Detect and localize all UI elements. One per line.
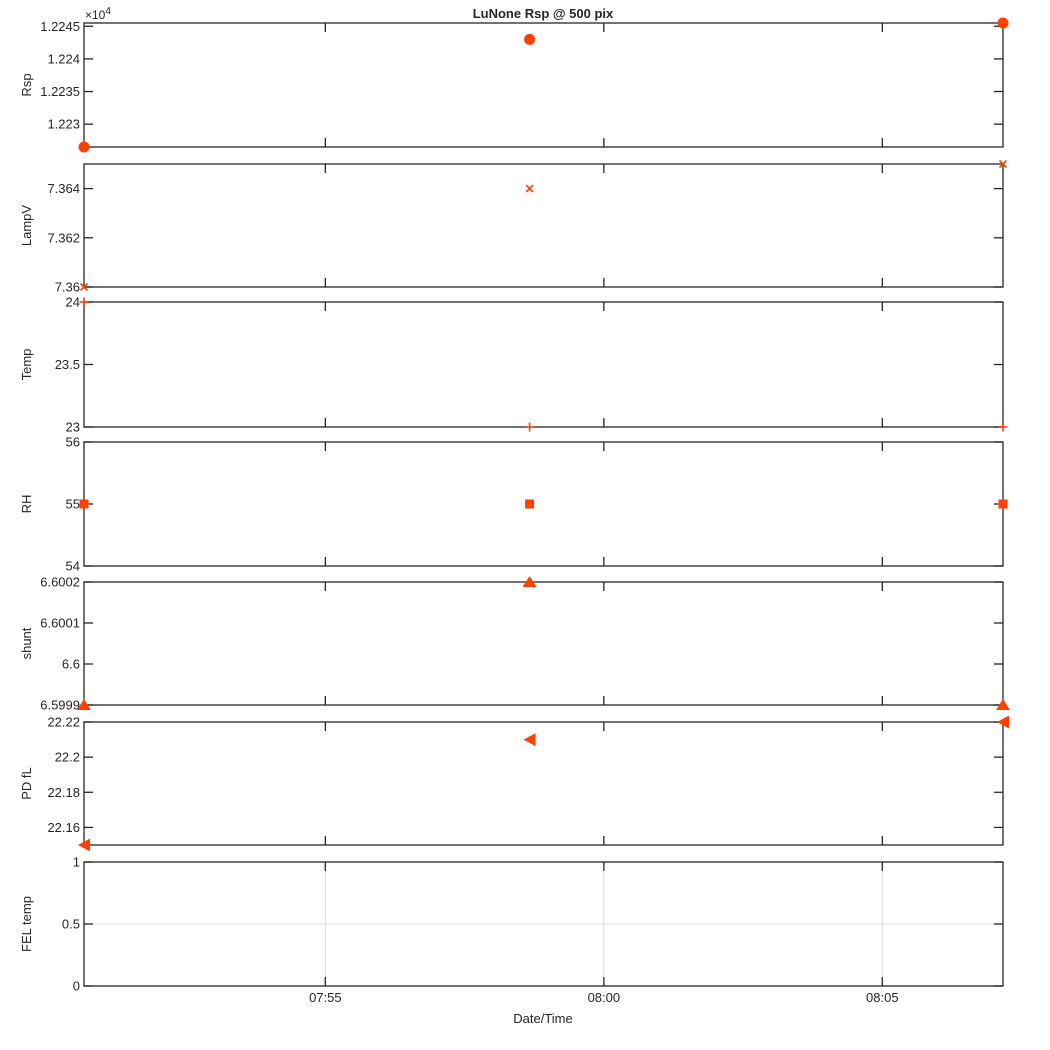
y-tick-label: 1.2245	[40, 19, 80, 34]
axes-box	[83, 163, 1004, 288]
y-axis-label: Temp	[19, 349, 34, 381]
axes-box	[83, 721, 1004, 846]
y-tick-label: 0	[73, 979, 80, 994]
y-tick-label: 22.18	[47, 785, 80, 800]
data-point-3	[997, 715, 1009, 729]
y-axis-label: shunt	[19, 627, 34, 659]
y-tick-label: 1.223	[47, 117, 80, 132]
y-exponent-base: ×10	[85, 8, 106, 22]
data-point-1	[78, 141, 90, 153]
data-point-1	[77, 699, 91, 710]
data-point-1	[79, 499, 89, 509]
y-tick-label: 22.22	[47, 715, 80, 730]
x-tick-label: 07:55	[309, 990, 342, 1005]
y-axis-label: Rsp	[19, 73, 34, 96]
y-tick-label: 56	[66, 435, 80, 450]
y-axis-label: LampV	[19, 205, 34, 247]
data-point-3	[998, 422, 1008, 432]
y-tick-label: 54	[66, 559, 80, 574]
axes-box	[83, 301, 1004, 428]
data-point-2	[525, 184, 534, 193]
subplot-6: 22.16 22.18 22.2 22.22 PD fL	[19, 715, 1009, 852]
subplot-7: 0 0.5 1 FEL temp 07:55 08:00 08:05	[19, 855, 1004, 1005]
x-tick-label: 08:00	[588, 990, 621, 1005]
data-point-3	[996, 699, 1010, 710]
data-point-3	[998, 499, 1008, 509]
data-point-3	[997, 17, 1009, 29]
y-tick-label: 23.5	[55, 357, 80, 372]
y-exponent-label: ×104	[85, 6, 111, 22]
data-point-1	[79, 282, 89, 292]
axes-box	[83, 441, 1004, 567]
data-point-3	[998, 159, 1008, 169]
axes-box	[83, 22, 1004, 148]
axes-box	[83, 581, 1004, 706]
data-point-2	[523, 733, 536, 747]
y-tick-label: 6.5999	[40, 698, 80, 713]
y-tick-label: 1.224	[47, 51, 80, 66]
subplots: 1.2231.22351.2241.2245Rsp×1047.367.3627.…	[19, 6, 1010, 1005]
subplot-4: 54 55 56 RH	[19, 435, 1008, 574]
data-point-1	[79, 297, 89, 307]
subplot-2: 7.36 7.362 7.364 LampV	[19, 159, 1008, 295]
y-tick-label: 7.364	[47, 181, 80, 196]
y-tick-label: 7.36	[55, 280, 80, 295]
data-point-2	[524, 33, 536, 45]
x-tick-label: 08:05	[866, 990, 899, 1005]
y-tick-label: 6.6002	[40, 575, 80, 590]
figure-title: LuNone Rsp @ 500 pix	[473, 6, 614, 21]
data-point-2	[522, 576, 537, 587]
subplot-3: 23 23.5 24 Temp	[19, 295, 1008, 435]
y-tick-label: 55	[66, 497, 80, 512]
y-tick-label: 6.6	[62, 657, 80, 672]
y-axis-label: FEL temp	[19, 896, 34, 952]
data-point-2	[525, 422, 535, 432]
y-tick-label: 7.362	[47, 230, 80, 245]
y-axis-label: RH	[19, 495, 34, 514]
subplot-5: 6.5999 6.6 6.6001 6.6002 shunt	[19, 575, 1010, 713]
y-tick-label: 0.5	[62, 917, 80, 932]
y-tick-label: 24	[66, 295, 80, 310]
y-tick-label: 1	[73, 855, 80, 870]
x-axis-label: Date/Time	[513, 1011, 572, 1026]
y-tick-label: 1.2235	[40, 84, 80, 99]
y-tick-label: 22.16	[47, 820, 80, 835]
y-tick-label: 22.2	[55, 750, 80, 765]
y-axis-label: PD fL	[19, 767, 34, 800]
data-point-1	[78, 838, 90, 852]
y-exponent-power: 4	[105, 6, 111, 17]
y-tick-label: 23	[66, 420, 80, 435]
y-tick-label: 6.6001	[40, 616, 80, 631]
data-point-2	[525, 499, 535, 509]
subplot-1: 1.223 1.2235 1.224 1.2245 Rsp ×104	[19, 6, 1009, 153]
